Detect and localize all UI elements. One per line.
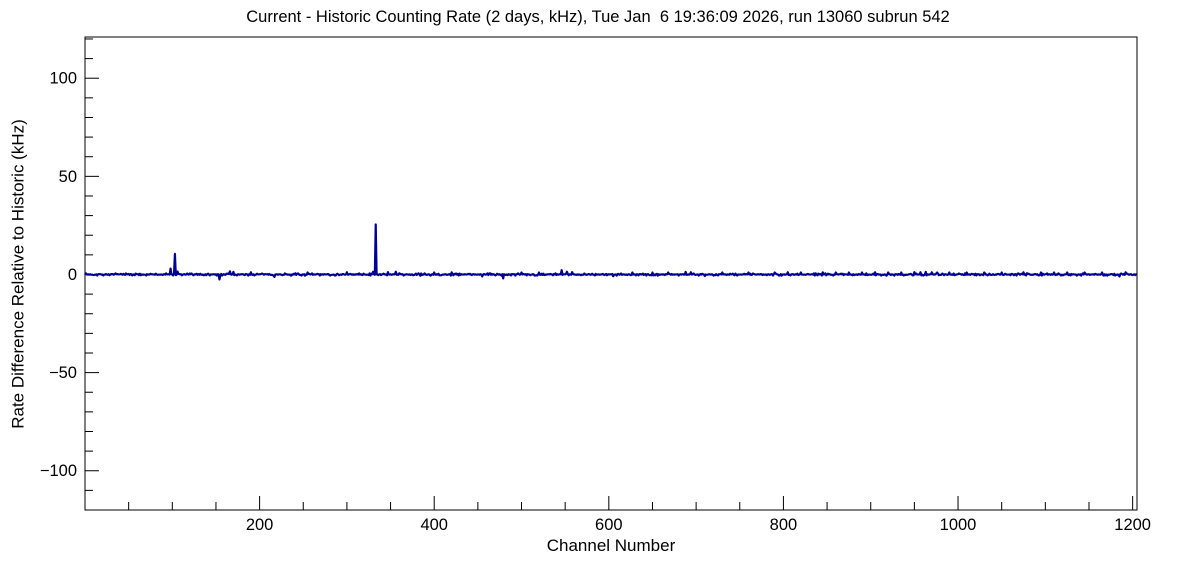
- y-tick-label: −100: [40, 462, 77, 480]
- y-tick-label: 50: [59, 168, 77, 186]
- y-tick-label: 0: [68, 266, 77, 284]
- x-tick-label: 400: [420, 516, 448, 534]
- y-tick-label: 100: [49, 70, 77, 88]
- x-tick-label: 1000: [940, 516, 977, 534]
- x-tick-label: 200: [246, 516, 274, 534]
- x-tick-label: 1200: [1114, 516, 1151, 534]
- y-tick-label: −50: [49, 364, 77, 382]
- chart-title: Current - Historic Counting Rate (2 days…: [246, 8, 950, 26]
- histogram-line: [84, 223, 1138, 281]
- x-tick-label: 800: [770, 516, 798, 534]
- x-tick-label: 600: [595, 516, 623, 534]
- x-axis-title: Channel Number: [546, 536, 676, 555]
- y-axis-title: Rate Difference Relative to Historic (kH…: [8, 119, 28, 429]
